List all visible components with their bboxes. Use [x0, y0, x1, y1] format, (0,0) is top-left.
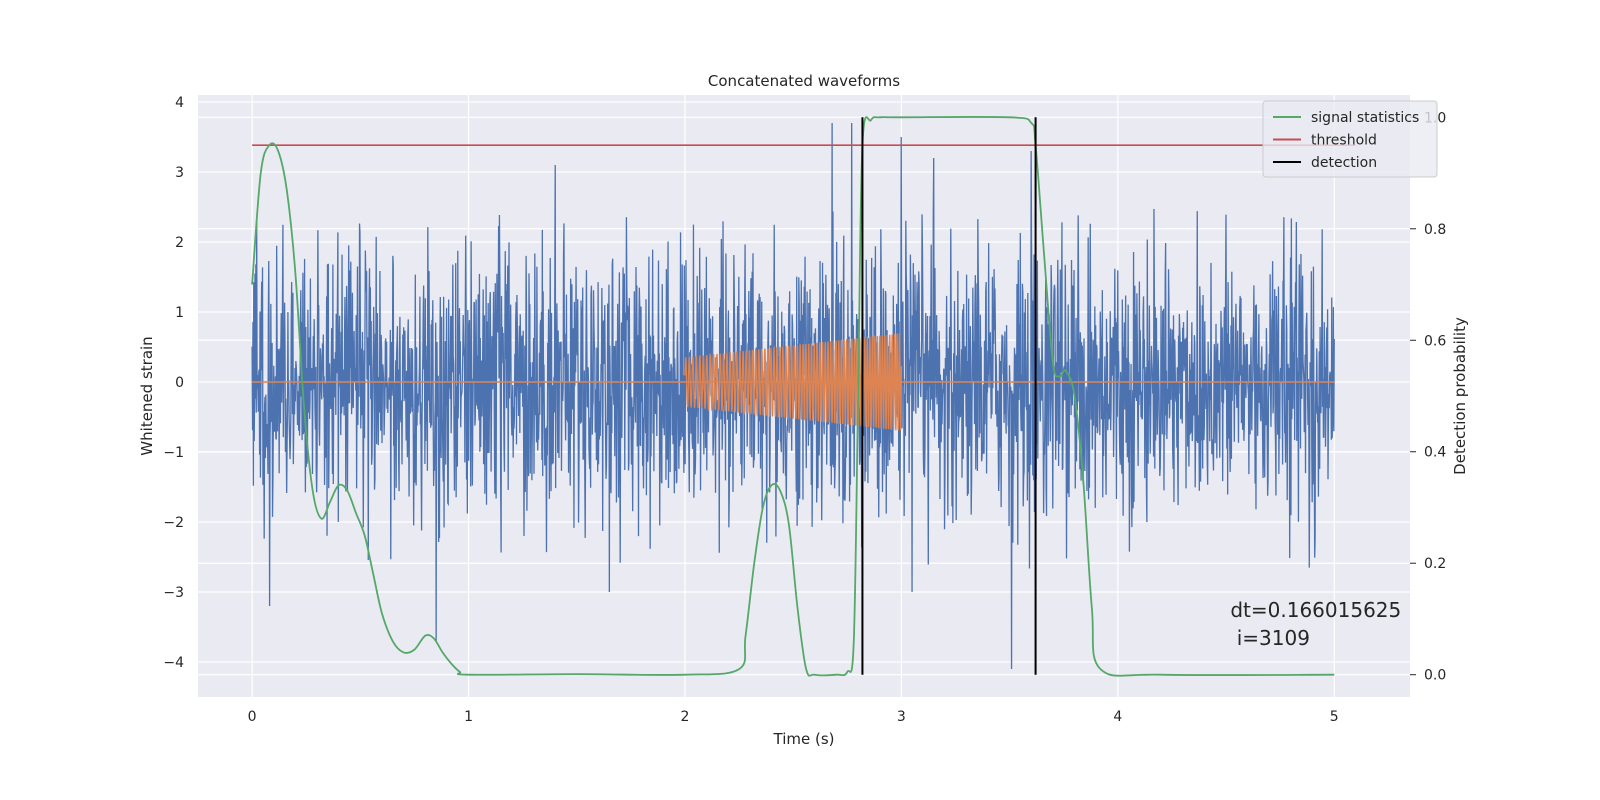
- x-tick-label: 0: [248, 709, 257, 725]
- y-left-tick-label: −4: [163, 655, 184, 671]
- y-right-tick-label: 0.4: [1424, 445, 1446, 461]
- y-left-tick-label: −1: [163, 445, 184, 461]
- y-right-tick-label: 0.8: [1424, 222, 1446, 238]
- x-axis-label: Time (s): [773, 730, 835, 748]
- y-axis-right-label: Detection probability: [1451, 317, 1469, 475]
- data-layer: [251, 115, 1356, 677]
- y-axis-left-label: Whitened strain: [138, 336, 156, 455]
- legend-label-threshold: threshold: [1311, 133, 1377, 149]
- y-left-tick-label: 1: [175, 305, 184, 321]
- x-tick-label: 2: [681, 709, 690, 725]
- annotation-index: i=3109: [1230, 626, 1310, 650]
- legend: signal statistics threshold detection: [1262, 100, 1438, 178]
- y-left-tick-label: 2: [175, 235, 184, 251]
- chirp-signal-line: [684, 332, 903, 431]
- x-tick-label: 4: [1113, 709, 1122, 725]
- x-tick-label: 5: [1330, 709, 1339, 725]
- chart-title: Concatenated waveforms: [708, 72, 900, 90]
- y-right-tick-label: 0.0: [1424, 668, 1446, 684]
- legend-label-signal-statistics: signal statistics: [1311, 110, 1419, 126]
- annotation-dt: dt=0.166015625: [1230, 598, 1401, 622]
- legend-box: [1262, 100, 1438, 178]
- y-left-tick-label: −2: [163, 515, 184, 531]
- y-left-tick-label: 4: [175, 95, 184, 111]
- signal-statistics-line: [251, 115, 1335, 677]
- y-left-tick-label: 3: [175, 165, 184, 181]
- x-tick-label: 3: [897, 709, 906, 725]
- y-left-tick-label: 0: [175, 375, 184, 391]
- y-right-tick-label: 0.6: [1424, 333, 1446, 349]
- y-left-tick-label: −3: [163, 585, 184, 601]
- annotation: dt=0.166015625 i=3109: [1230, 598, 1401, 650]
- legend-label-detection: detection: [1311, 155, 1377, 171]
- y-right-tick-label: 0.2: [1424, 556, 1446, 572]
- x-tick-label: 1: [464, 709, 473, 725]
